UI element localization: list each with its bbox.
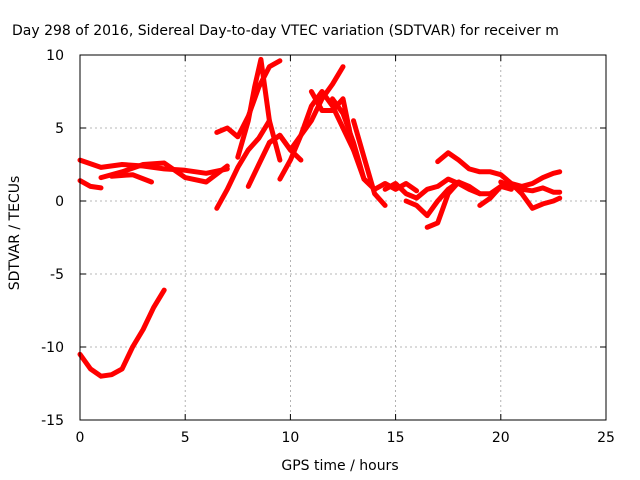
x-tick-label: 5 [181, 430, 190, 446]
y-tick-label: 10 [46, 48, 64, 64]
y-tick-label: -5 [50, 267, 64, 283]
plot-frame [79, 54, 607, 421]
series-arc-19 [477, 181, 563, 211]
axis-ticks [79, 54, 607, 421]
series-arc-18 [435, 150, 563, 189]
x-tick-label: 10 [281, 430, 299, 446]
x-tick-label: 20 [492, 430, 510, 446]
series-arc-1 [77, 287, 167, 379]
series-arc-13 [330, 96, 420, 194]
series-arc-2 [77, 178, 104, 191]
series-arc-14 [351, 118, 388, 208]
x-tick-label: 15 [387, 430, 405, 446]
chart-title: Day 298 of 2016, Sidereal Day-to-day VTE… [12, 23, 559, 39]
series-arc-8 [235, 56, 283, 163]
y-tick-label: 0 [55, 194, 64, 210]
series-arc-3 [77, 157, 230, 176]
y-axis-label: SDTVAR / TECUs [7, 176, 23, 291]
x-tick-label: 25 [597, 430, 615, 446]
x-tick-label: 0 [76, 430, 85, 446]
series-arc-4 [98, 160, 230, 185]
series-arc-6 [214, 118, 272, 211]
grid [80, 55, 606, 420]
data-series [77, 56, 563, 379]
axis-tick-labels: 0 5 10 15 20 25 -15 -10 -5 0 5 10 [41, 48, 615, 446]
series-arc-15 [382, 176, 483, 201]
series-arc-20 [498, 179, 563, 195]
y-tick-label: 5 [55, 121, 64, 137]
series-arc-5 [109, 172, 154, 185]
y-tick-label: -10 [41, 340, 64, 356]
x-axis-label: GPS time / hours [281, 458, 398, 474]
y-tick-label: -15 [41, 413, 64, 429]
